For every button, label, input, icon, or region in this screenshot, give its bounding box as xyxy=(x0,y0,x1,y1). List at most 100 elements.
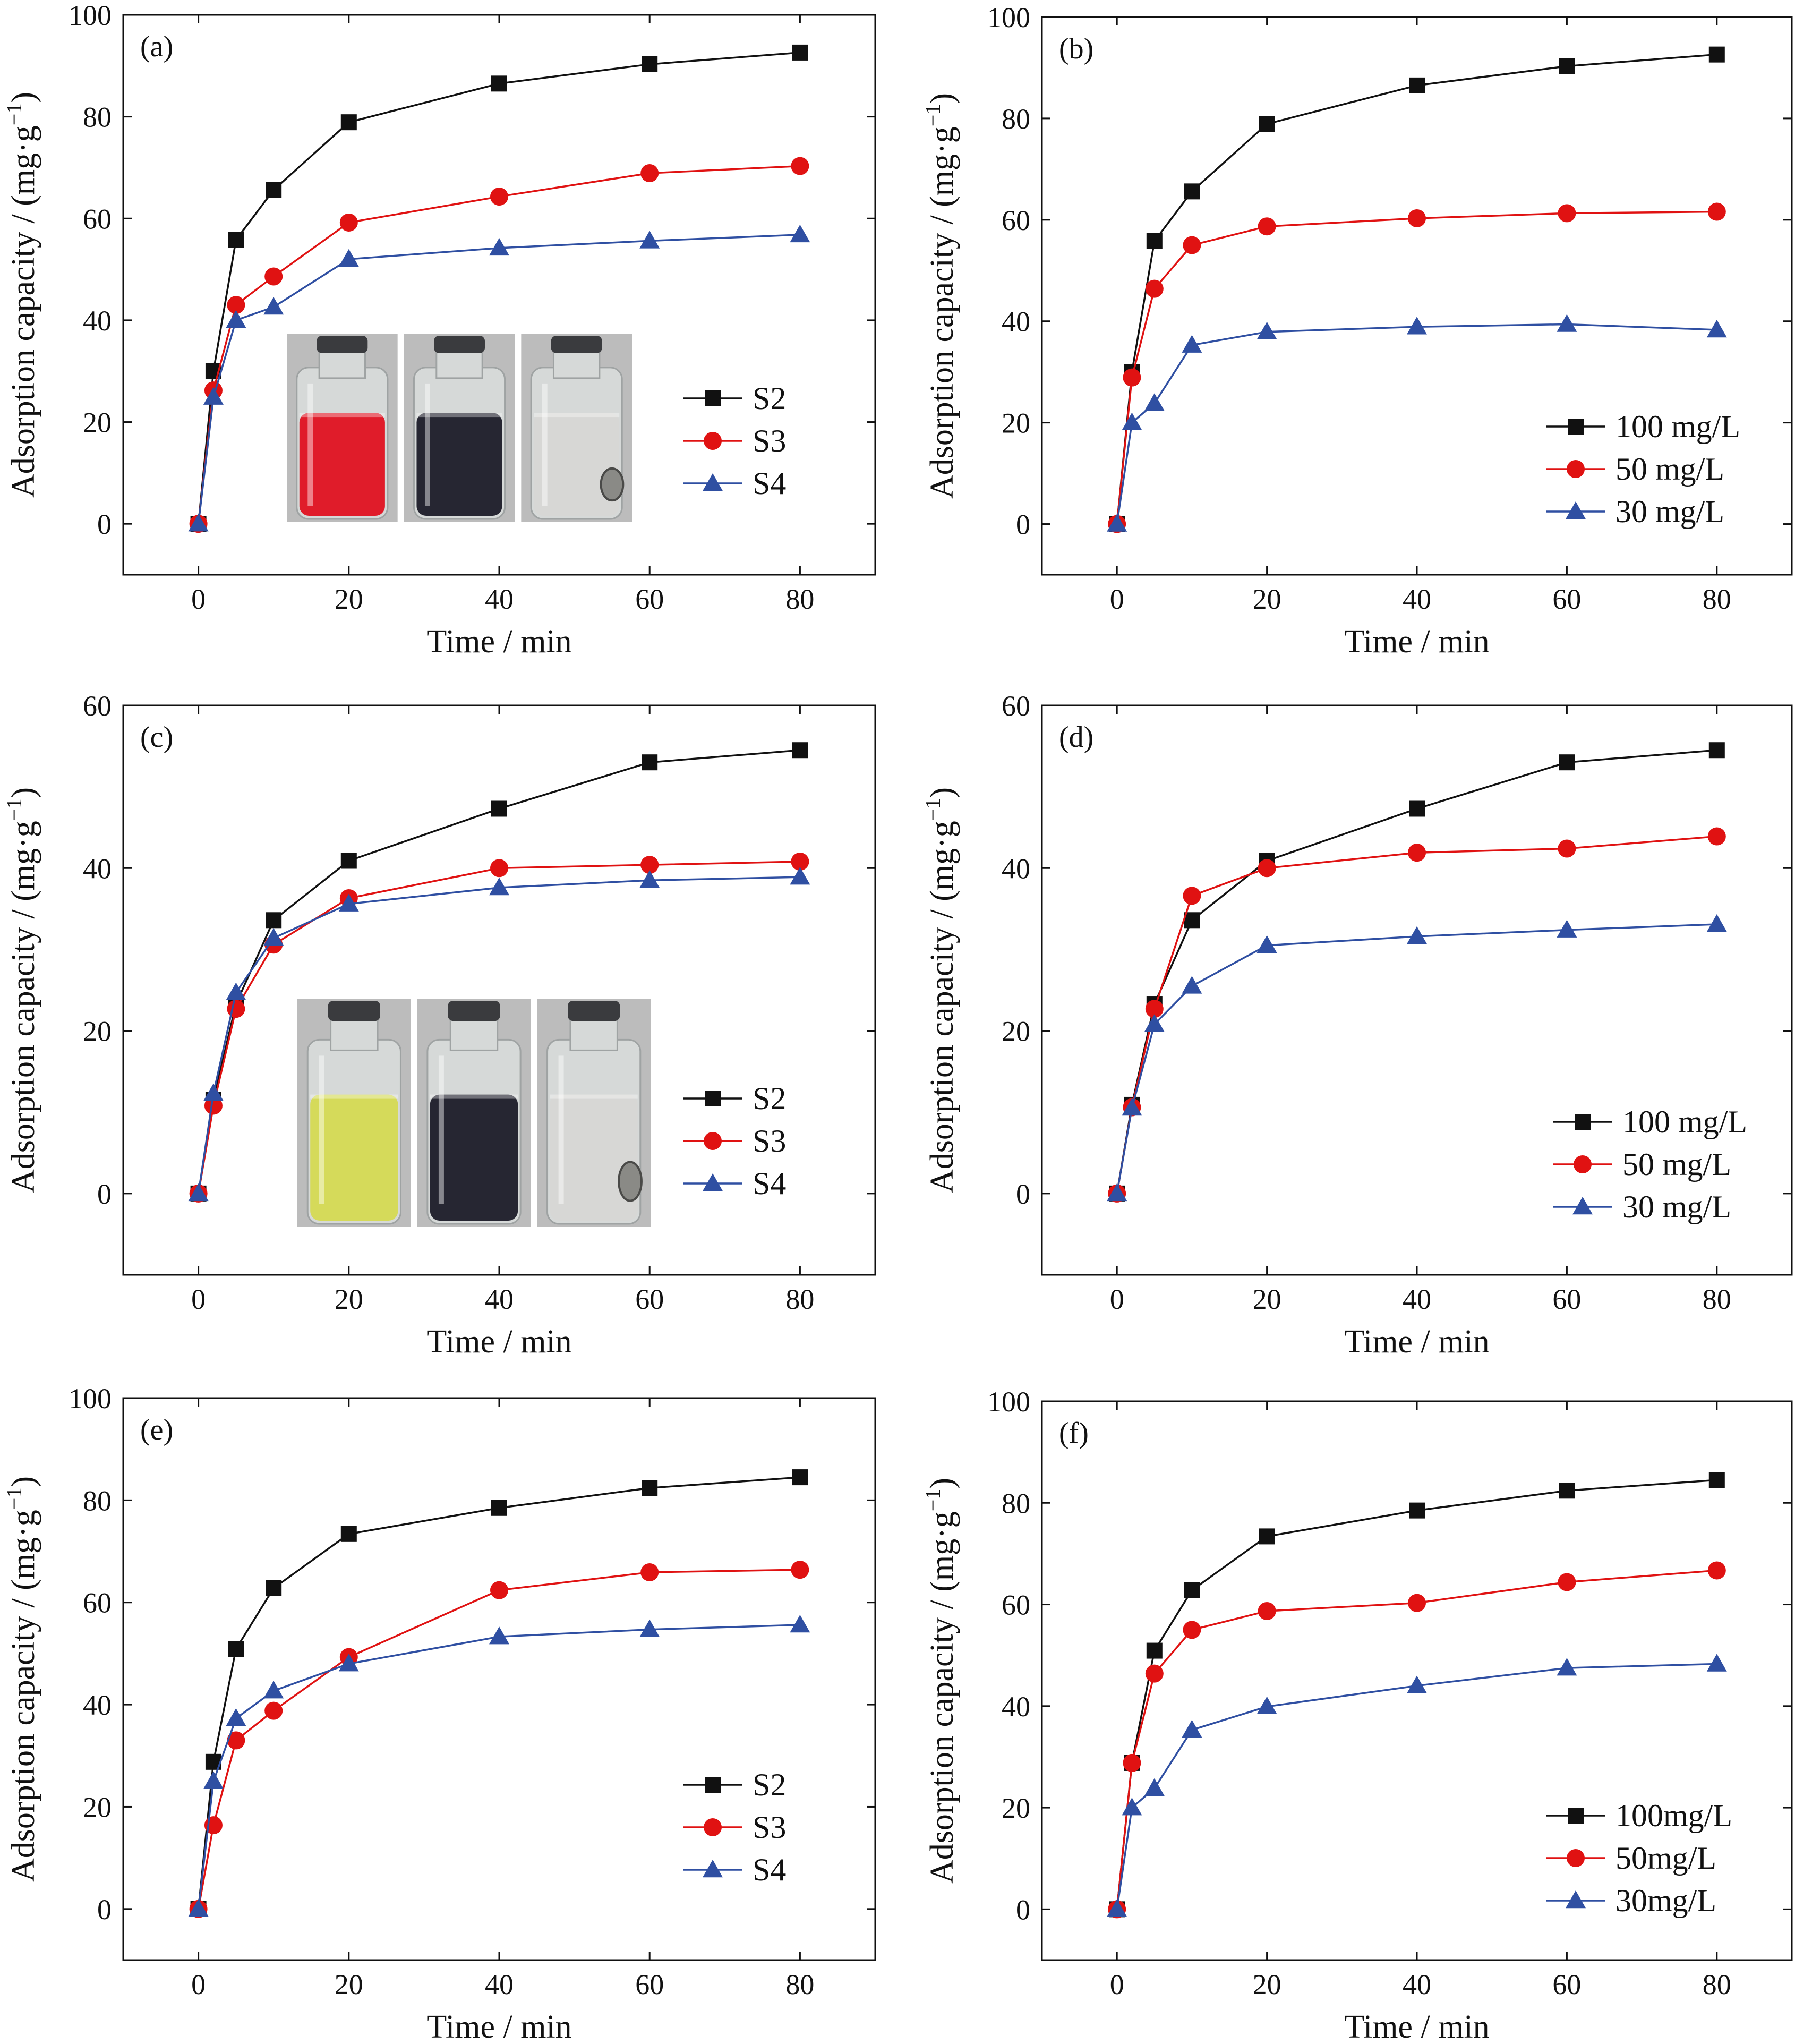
series-1 xyxy=(1108,1561,1726,1919)
data-point xyxy=(1559,58,1575,74)
data-point xyxy=(228,232,244,248)
data-point xyxy=(204,1096,223,1115)
data-point xyxy=(338,1654,359,1672)
data-point xyxy=(188,514,209,532)
y-axis-title-close: ) xyxy=(924,787,960,798)
series-line xyxy=(1116,53,1717,524)
legend-marker xyxy=(705,390,721,406)
glass-highlight xyxy=(542,383,548,506)
y-tick-label: 80 xyxy=(1002,103,1030,135)
x-tick-label: 0 xyxy=(1110,1969,1124,2000)
y-axis-title-sup: −1 xyxy=(921,1489,945,1512)
x-tick-label: 40 xyxy=(485,583,514,615)
data-point xyxy=(266,912,282,929)
panel-label: (b) xyxy=(1059,32,1093,65)
vial-cap xyxy=(568,1001,620,1021)
vial-liquid xyxy=(310,1094,398,1221)
data-point xyxy=(1258,217,1276,236)
x-tick-label: 80 xyxy=(1703,583,1731,615)
data-point xyxy=(791,157,809,175)
data-point xyxy=(1107,514,1127,532)
data-point xyxy=(642,56,658,72)
y-tick-label: 20 xyxy=(1002,1792,1030,1824)
data-point xyxy=(1707,827,1726,846)
liquid-surface xyxy=(310,1094,398,1099)
data-point xyxy=(790,1615,810,1633)
data-point xyxy=(792,742,808,759)
vial-liquid xyxy=(534,413,620,516)
y-tick-label: 40 xyxy=(83,853,112,884)
x-tick-label: 0 xyxy=(191,1969,206,2000)
data-point xyxy=(491,1500,507,1516)
legend-label: 50mg/L xyxy=(1616,1841,1716,1876)
legend-marker xyxy=(704,432,722,450)
y-axis-title-main: Adsorption capacity / (mg·g xyxy=(5,1510,41,1882)
vial-cap xyxy=(328,1001,380,1021)
data-point xyxy=(639,870,660,888)
x-tick-label: 20 xyxy=(335,1283,363,1315)
data-point xyxy=(340,114,357,131)
data-point xyxy=(1145,279,1164,298)
legend-label: 100 mg/L xyxy=(1622,1104,1747,1139)
series-line xyxy=(1116,835,1717,1194)
x-tick-label: 80 xyxy=(785,583,814,615)
liquid-surface xyxy=(416,413,502,418)
panel-label: (f) xyxy=(1059,1417,1089,1450)
series-line xyxy=(197,749,800,1194)
data-point xyxy=(1183,236,1201,254)
data-point xyxy=(791,1561,809,1579)
data-point xyxy=(1409,77,1425,93)
legend-label: S3 xyxy=(753,1123,786,1159)
data-point xyxy=(1184,912,1200,929)
data-point xyxy=(790,867,810,885)
data-point xyxy=(642,1480,658,1496)
vial-photo-1 xyxy=(404,334,515,522)
data-point xyxy=(263,1681,284,1699)
vial-cap xyxy=(551,336,602,353)
data-point xyxy=(491,75,507,92)
data-point xyxy=(1182,1719,1202,1738)
data-point xyxy=(1409,800,1425,817)
x-tick-label: 60 xyxy=(1552,583,1581,615)
x-axis-title: Time / min xyxy=(426,2009,571,2041)
chart-panel-5: 0 20 40 60 80 0 20 40 60 80 100 Time / min Adsorptio… xyxy=(921,1386,1793,2044)
legend-label: S2 xyxy=(753,381,786,416)
data-point xyxy=(226,1708,246,1726)
data-point xyxy=(1408,844,1426,862)
y-tick-label: 100 xyxy=(987,1386,1030,1418)
y-tick-label: 20 xyxy=(83,1016,112,1047)
x-tick-label: 20 xyxy=(335,1969,363,2000)
x-tick-label: 20 xyxy=(335,583,363,615)
magnet-icon xyxy=(600,467,625,502)
data-point xyxy=(1706,914,1727,932)
legend-marker xyxy=(1568,1808,1584,1824)
data-point xyxy=(339,213,358,232)
glass-highlight xyxy=(558,1055,564,1204)
legend-marker xyxy=(1566,501,1586,519)
data-point xyxy=(1145,1000,1164,1018)
data-point xyxy=(1407,926,1427,944)
y-axis-title-close: ) xyxy=(5,1476,41,1487)
legend-marker xyxy=(703,1173,723,1191)
chart-panel-3: 0 20 40 60 80 0 20 40 60 Time / min Adsorption cap… xyxy=(921,690,1793,1360)
legend: S2 S3 S4 xyxy=(683,1767,786,1887)
x-tick-label: 60 xyxy=(1552,1969,1581,2000)
data-point xyxy=(266,1580,282,1596)
y-tick-label: 60 xyxy=(1002,690,1030,722)
y-axis-title-sup: −1 xyxy=(921,104,945,127)
legend-marker xyxy=(1567,460,1585,478)
legend-label: 100mg/L xyxy=(1616,1798,1732,1833)
vial-photo-0 xyxy=(287,334,398,522)
data-point xyxy=(1708,742,1725,759)
glass-highlight xyxy=(438,1055,444,1204)
legend-marker xyxy=(1575,1114,1591,1130)
x-tick-label: 40 xyxy=(485,1283,514,1315)
data-point xyxy=(1557,919,1577,938)
data-point xyxy=(226,982,246,1000)
legend-label: 30mg/L xyxy=(1616,1883,1716,1918)
series-line xyxy=(197,52,800,524)
data-point xyxy=(1256,321,1277,340)
vial-photo-2 xyxy=(537,999,651,1227)
data-point xyxy=(490,859,508,878)
data-point xyxy=(340,853,357,869)
